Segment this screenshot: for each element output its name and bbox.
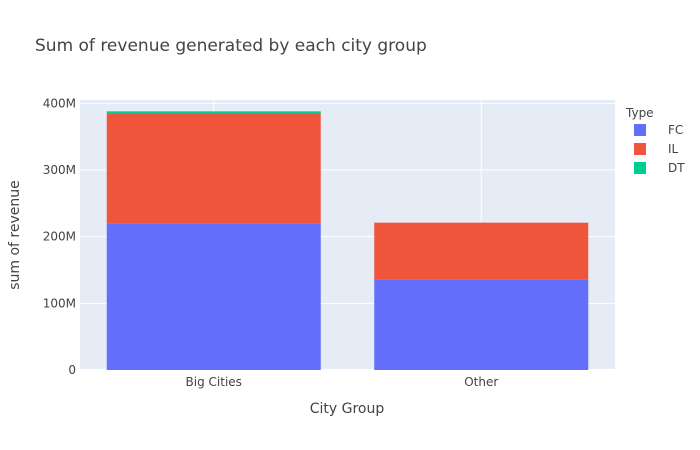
bar-il-big-cities[interactable] (106, 114, 321, 224)
y-axis-label: sum of revenue (7, 180, 23, 290)
legend-label-dt[interactable]: DT (668, 161, 685, 175)
x-axis-ticks: Big Cities Other (186, 375, 499, 389)
legend-swatch-dt[interactable] (634, 162, 646, 174)
bars (106, 111, 589, 370)
legend-label-il[interactable]: IL (668, 142, 679, 156)
bar-fc-other[interactable] (374, 279, 589, 370)
y-tick-label: 400M (43, 96, 76, 110)
x-tick-label: Big Cities (186, 375, 242, 389)
bar-il-other[interactable] (374, 222, 589, 280)
legend: FC IL DT (634, 123, 685, 175)
y-tick-label: 200M (43, 230, 76, 244)
y-tick-label: 0 (68, 363, 76, 377)
legend-swatch-il[interactable] (634, 143, 646, 155)
bar-fc-big-cities[interactable] (106, 223, 321, 370)
legend-label-fc[interactable]: FC (668, 123, 683, 137)
y-tick-label: 300M (43, 163, 76, 177)
y-axis-ticks: 0 100M 200M 300M 400M (43, 96, 76, 377)
x-tick-label: Other (464, 375, 498, 389)
x-axis-label: City Group (310, 401, 385, 417)
legend-title: Type (625, 106, 654, 120)
legend-swatch-fc[interactable] (634, 124, 646, 136)
chart-title: Sum of revenue generated by each city gr… (35, 36, 427, 56)
bar-dt-big-cities[interactable] (106, 111, 321, 114)
y-tick-label: 100M (43, 296, 76, 310)
